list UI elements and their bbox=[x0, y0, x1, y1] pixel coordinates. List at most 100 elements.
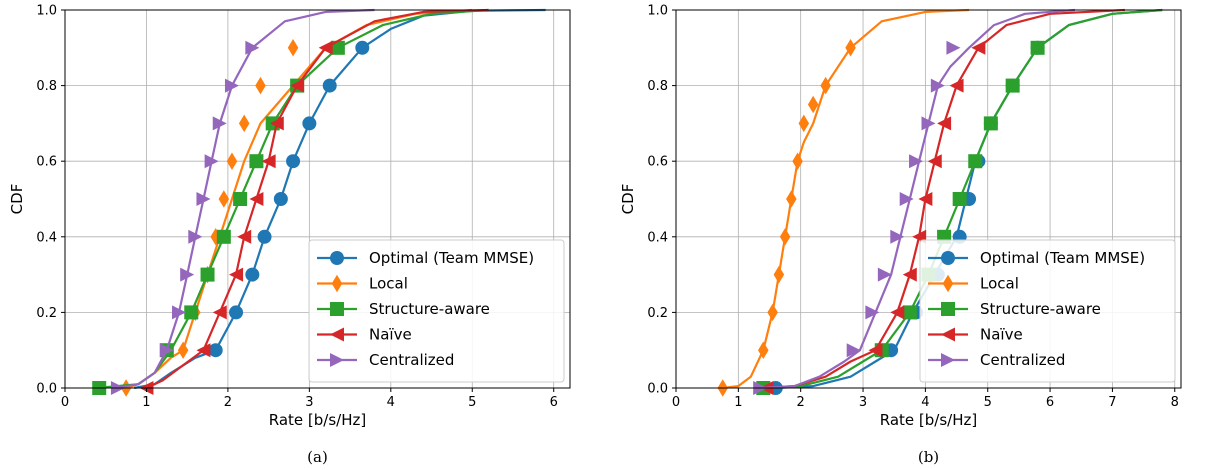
series-na-ve bbox=[759, 8, 1125, 395]
data-point bbox=[890, 229, 905, 244]
data-point bbox=[968, 154, 983, 169]
x-tick-label: 7 bbox=[1108, 395, 1116, 410]
data-point bbox=[807, 95, 819, 114]
data-point bbox=[909, 154, 924, 169]
data-point bbox=[218, 190, 230, 208]
legend-label: Local bbox=[369, 275, 408, 293]
y-tick-label: 1.0 bbox=[36, 4, 57, 19]
legend-item: Local bbox=[928, 275, 1019, 293]
data-point bbox=[188, 229, 203, 244]
y-tick-label: 0.6 bbox=[36, 155, 57, 170]
data-point bbox=[877, 267, 892, 282]
data-point bbox=[786, 190, 797, 208]
series-line bbox=[763, 8, 1163, 390]
legend-item: Naïve bbox=[928, 326, 1023, 344]
y-tick-label: 0.8 bbox=[36, 79, 57, 94]
y-tick-label: 0.4 bbox=[647, 230, 668, 245]
data-point bbox=[159, 343, 174, 358]
legend-label: Optimal (Team MMSE) bbox=[980, 249, 1145, 267]
data-point bbox=[184, 305, 199, 320]
legend-label: Structure-aware bbox=[980, 300, 1101, 318]
data-point bbox=[937, 116, 952, 131]
legend-label: Centralized bbox=[980, 351, 1065, 369]
chart-panel-b: 0 1 2 3 4 5 6 7 8 0.0 0.2 0.4 0.6 0.8 1.0 Rate [b/s/Hz]… bbox=[619, 4, 1182, 466]
legend-label: Structure-aware bbox=[369, 300, 490, 318]
data-point bbox=[224, 78, 239, 93]
data-point bbox=[899, 192, 914, 206]
data-point bbox=[927, 154, 942, 169]
data-point bbox=[322, 78, 337, 93]
data-point bbox=[302, 116, 317, 131]
x-tick-label: 5 bbox=[984, 395, 992, 410]
legend-item: Structure-aware bbox=[317, 300, 490, 318]
legend-box bbox=[308, 239, 565, 383]
data-point bbox=[971, 40, 986, 55]
data-point bbox=[820, 76, 831, 95]
data-point bbox=[196, 343, 211, 358]
data-point bbox=[249, 192, 264, 206]
data-point bbox=[773, 265, 785, 284]
x-tick-label: 6 bbox=[550, 395, 558, 410]
data-point bbox=[865, 305, 880, 320]
data-point bbox=[921, 116, 936, 131]
series-line bbox=[722, 8, 970, 390]
legend-label: Naïve bbox=[980, 326, 1023, 344]
y-tick-label: 0.6 bbox=[647, 155, 668, 170]
data-point bbox=[177, 341, 189, 359]
data-point bbox=[845, 39, 856, 57]
legend-item: Optimal (Team MMSE) bbox=[317, 249, 534, 267]
legend-item: Centralized bbox=[928, 351, 1065, 369]
data-point bbox=[273, 192, 288, 206]
x-tick-label: 8 bbox=[1171, 395, 1179, 410]
series-centralized bbox=[753, 8, 1076, 395]
data-point bbox=[983, 116, 998, 131]
data-point bbox=[196, 192, 211, 206]
x-tick-label: 2 bbox=[797, 395, 805, 410]
data-point bbox=[792, 152, 803, 170]
plot-frame bbox=[675, 9, 1182, 389]
legend-marker bbox=[941, 353, 955, 367]
data-point bbox=[249, 154, 264, 169]
x-tick-label: 2 bbox=[224, 395, 232, 410]
data-point bbox=[868, 343, 883, 358]
legend-label: Optimal (Team MMSE) bbox=[369, 249, 534, 267]
data-point bbox=[255, 76, 266, 95]
data-point bbox=[238, 114, 250, 133]
data-point bbox=[237, 229, 252, 244]
legend-marker bbox=[941, 327, 955, 342]
legend-marker bbox=[330, 353, 344, 367]
legend: Optimal (Team MMSE) Local Structure-aware N… bbox=[919, 239, 1176, 383]
data-point bbox=[890, 305, 905, 320]
data-point bbox=[229, 305, 244, 320]
data-point bbox=[355, 40, 370, 55]
data-point bbox=[758, 341, 769, 359]
series-centralized bbox=[110, 8, 375, 395]
data-point bbox=[290, 78, 305, 93]
x-tick-label: 5 bbox=[468, 395, 476, 410]
series-line bbox=[763, 8, 1125, 390]
data-point bbox=[261, 154, 276, 169]
x-tick-label: 0 bbox=[672, 395, 680, 410]
data-point bbox=[946, 40, 961, 55]
data-point bbox=[918, 192, 933, 206]
data-point bbox=[245, 40, 260, 55]
data-point bbox=[257, 229, 272, 244]
data-point bbox=[779, 228, 791, 246]
legend-box bbox=[919, 239, 1176, 383]
legend-marker bbox=[941, 302, 955, 316]
data-point bbox=[318, 40, 333, 55]
data-point bbox=[216, 229, 231, 244]
data-point bbox=[1030, 40, 1045, 55]
data-point bbox=[200, 267, 215, 282]
data-point bbox=[902, 305, 917, 320]
data-point bbox=[204, 154, 219, 169]
y-axis-label: CDF bbox=[619, 184, 637, 215]
legend-marker bbox=[330, 251, 344, 265]
legend-marker bbox=[941, 251, 955, 265]
data-point bbox=[269, 116, 284, 131]
x-tick-label: 0 bbox=[61, 395, 69, 410]
x-tick-label: 4 bbox=[387, 395, 395, 410]
data-point bbox=[930, 78, 945, 93]
data-point bbox=[286, 154, 301, 169]
